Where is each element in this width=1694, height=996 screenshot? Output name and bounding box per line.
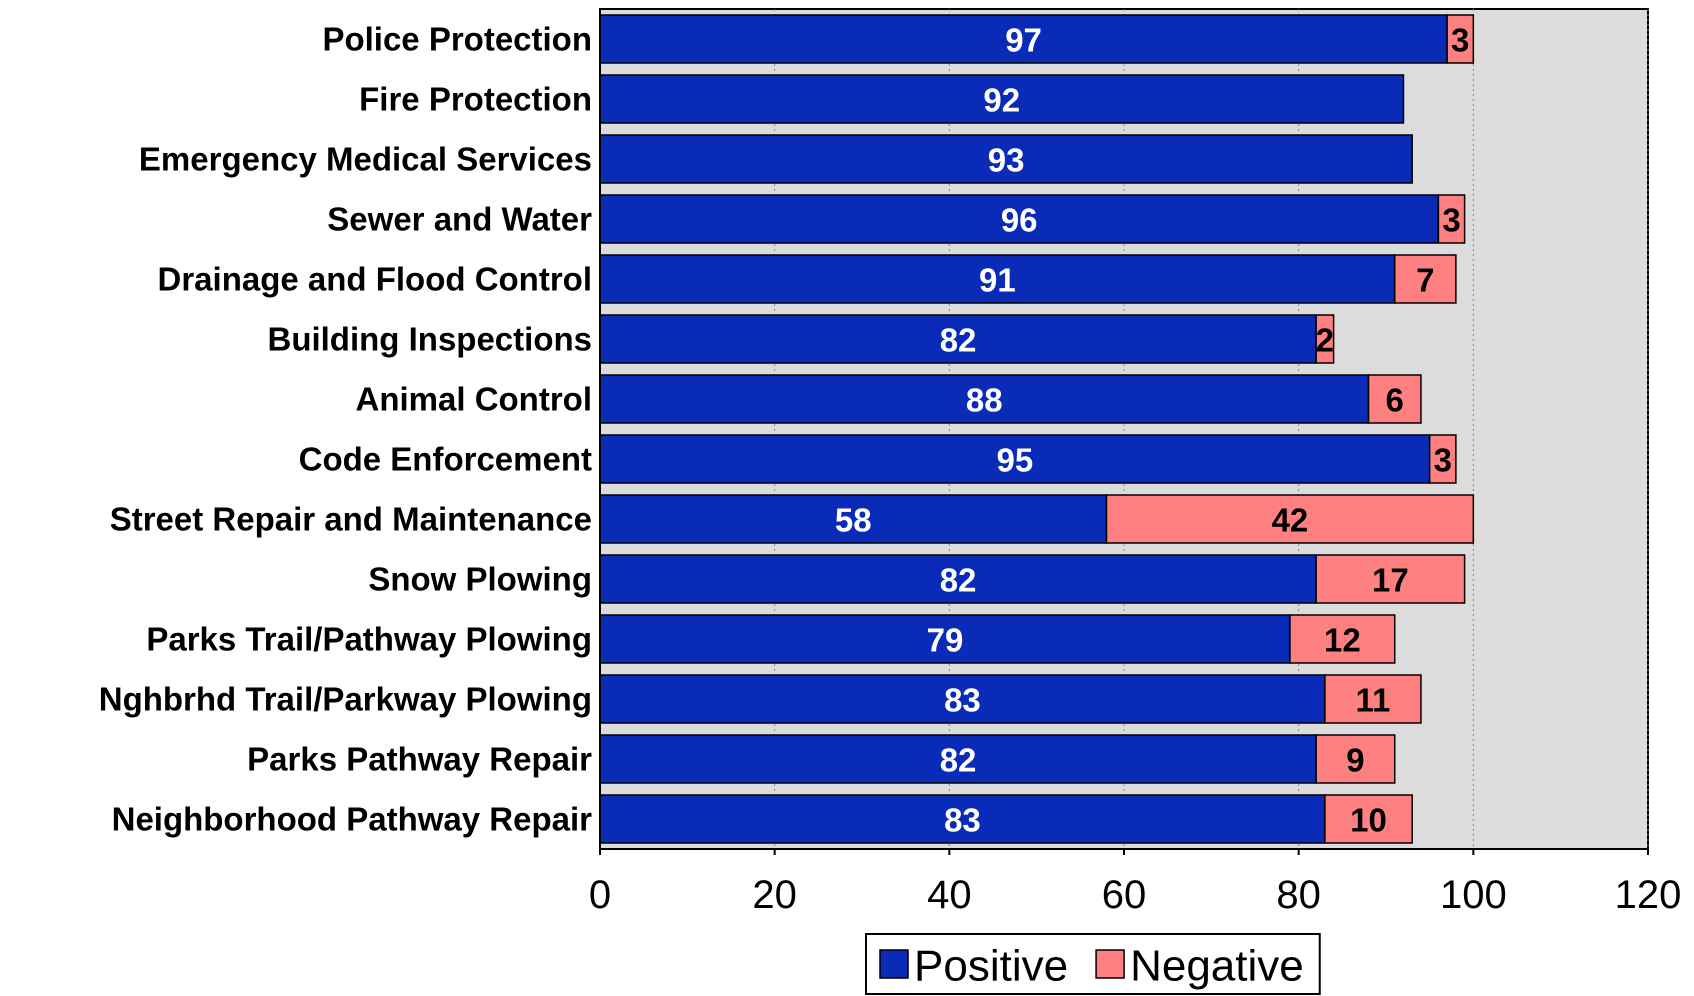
x-tick-label: 80 bbox=[1276, 873, 1321, 917]
bar-segment bbox=[599, 794, 1326, 844]
bar-segment bbox=[599, 494, 1108, 544]
bar-segment bbox=[1367, 374, 1422, 424]
data-label: 6 bbox=[1386, 382, 1404, 419]
bar-segment bbox=[1105, 494, 1475, 544]
data-label: 91 bbox=[979, 262, 1016, 299]
data-label: 79 bbox=[927, 622, 964, 659]
data-label: 17 bbox=[1372, 562, 1409, 599]
legend: Positive Negative bbox=[865, 933, 1321, 995]
bar-segment bbox=[599, 254, 1396, 304]
x-tick-label: 100 bbox=[1440, 873, 1507, 917]
x-tick-label: 120 bbox=[1615, 873, 1682, 917]
x-tick-label: 40 bbox=[927, 873, 972, 917]
bar-segment bbox=[1324, 674, 1422, 724]
category-label: Animal Control bbox=[356, 381, 593, 418]
data-label: 7 bbox=[1416, 262, 1434, 299]
bar-segment bbox=[1428, 434, 1457, 484]
bar-segment bbox=[599, 674, 1326, 724]
category-label: Snow Plowing bbox=[368, 561, 592, 598]
data-label: 88 bbox=[966, 382, 1003, 419]
legend-label: Negative bbox=[1130, 942, 1304, 991]
x-tick-label: 0 bbox=[589, 873, 611, 917]
data-label: 93 bbox=[988, 142, 1025, 179]
bar-segment bbox=[1393, 254, 1457, 304]
data-label: 82 bbox=[940, 742, 977, 779]
data-label: 82 bbox=[940, 322, 977, 359]
data-label: 58 bbox=[835, 502, 872, 539]
legend-swatch bbox=[1095, 949, 1125, 979]
legend-label: Positive bbox=[914, 942, 1068, 991]
data-label: 10 bbox=[1350, 802, 1387, 839]
data-label: 97 bbox=[1005, 22, 1042, 59]
bar-segment bbox=[1324, 794, 1413, 844]
bar-segment bbox=[1315, 314, 1335, 364]
category-label: Emergency Medical Services bbox=[139, 141, 592, 178]
category-label: Parks Pathway Repair bbox=[247, 741, 592, 778]
category-label: Police Protection bbox=[322, 21, 592, 58]
category-label: Sewer and Water bbox=[327, 201, 592, 238]
data-label: 95 bbox=[996, 442, 1033, 479]
data-label: 3 bbox=[1451, 22, 1469, 59]
category-label: Code Enforcement bbox=[299, 441, 592, 478]
data-label: 42 bbox=[1272, 502, 1309, 539]
category-label: Drainage and Flood Control bbox=[158, 261, 593, 298]
bar-segment bbox=[1446, 14, 1475, 64]
data-label: 9 bbox=[1346, 742, 1364, 779]
bar-segment bbox=[1437, 194, 1466, 244]
category-label: Fire Protection bbox=[359, 81, 592, 118]
data-label: 3 bbox=[1434, 442, 1452, 479]
data-label: 92 bbox=[983, 82, 1020, 119]
category-label: Street Repair and Maintenance bbox=[110, 501, 592, 538]
bar-segment bbox=[599, 134, 1413, 184]
data-label: 83 bbox=[944, 802, 981, 839]
data-label: 96 bbox=[1001, 202, 1038, 239]
bar-segment bbox=[1315, 554, 1466, 604]
category-label: Parks Trail/Pathway Plowing bbox=[146, 621, 592, 658]
data-label: 3 bbox=[1442, 202, 1460, 239]
bar-segment bbox=[599, 734, 1317, 784]
category-label: Neighborhood Pathway Repair bbox=[112, 801, 593, 838]
data-label: 12 bbox=[1324, 622, 1361, 659]
bar-segment bbox=[599, 374, 1370, 424]
bar-segment bbox=[1289, 614, 1396, 664]
data-label: 83 bbox=[944, 682, 981, 719]
x-tick-label: 60 bbox=[1102, 873, 1147, 917]
data-label: 11 bbox=[1355, 682, 1390, 719]
legend-box bbox=[865, 933, 1321, 995]
bar-segment bbox=[1315, 734, 1396, 784]
legend-swatch bbox=[879, 949, 909, 979]
bar-segment bbox=[599, 614, 1291, 664]
category-label: Building Inspections bbox=[267, 321, 592, 358]
data-label: 2 bbox=[1316, 322, 1334, 359]
category-label: Nghbrhd Trail/Parkway Plowing bbox=[99, 681, 592, 718]
x-tick-label: 20 bbox=[752, 873, 797, 917]
bar-segment bbox=[599, 554, 1317, 604]
data-label: 82 bbox=[940, 562, 977, 599]
